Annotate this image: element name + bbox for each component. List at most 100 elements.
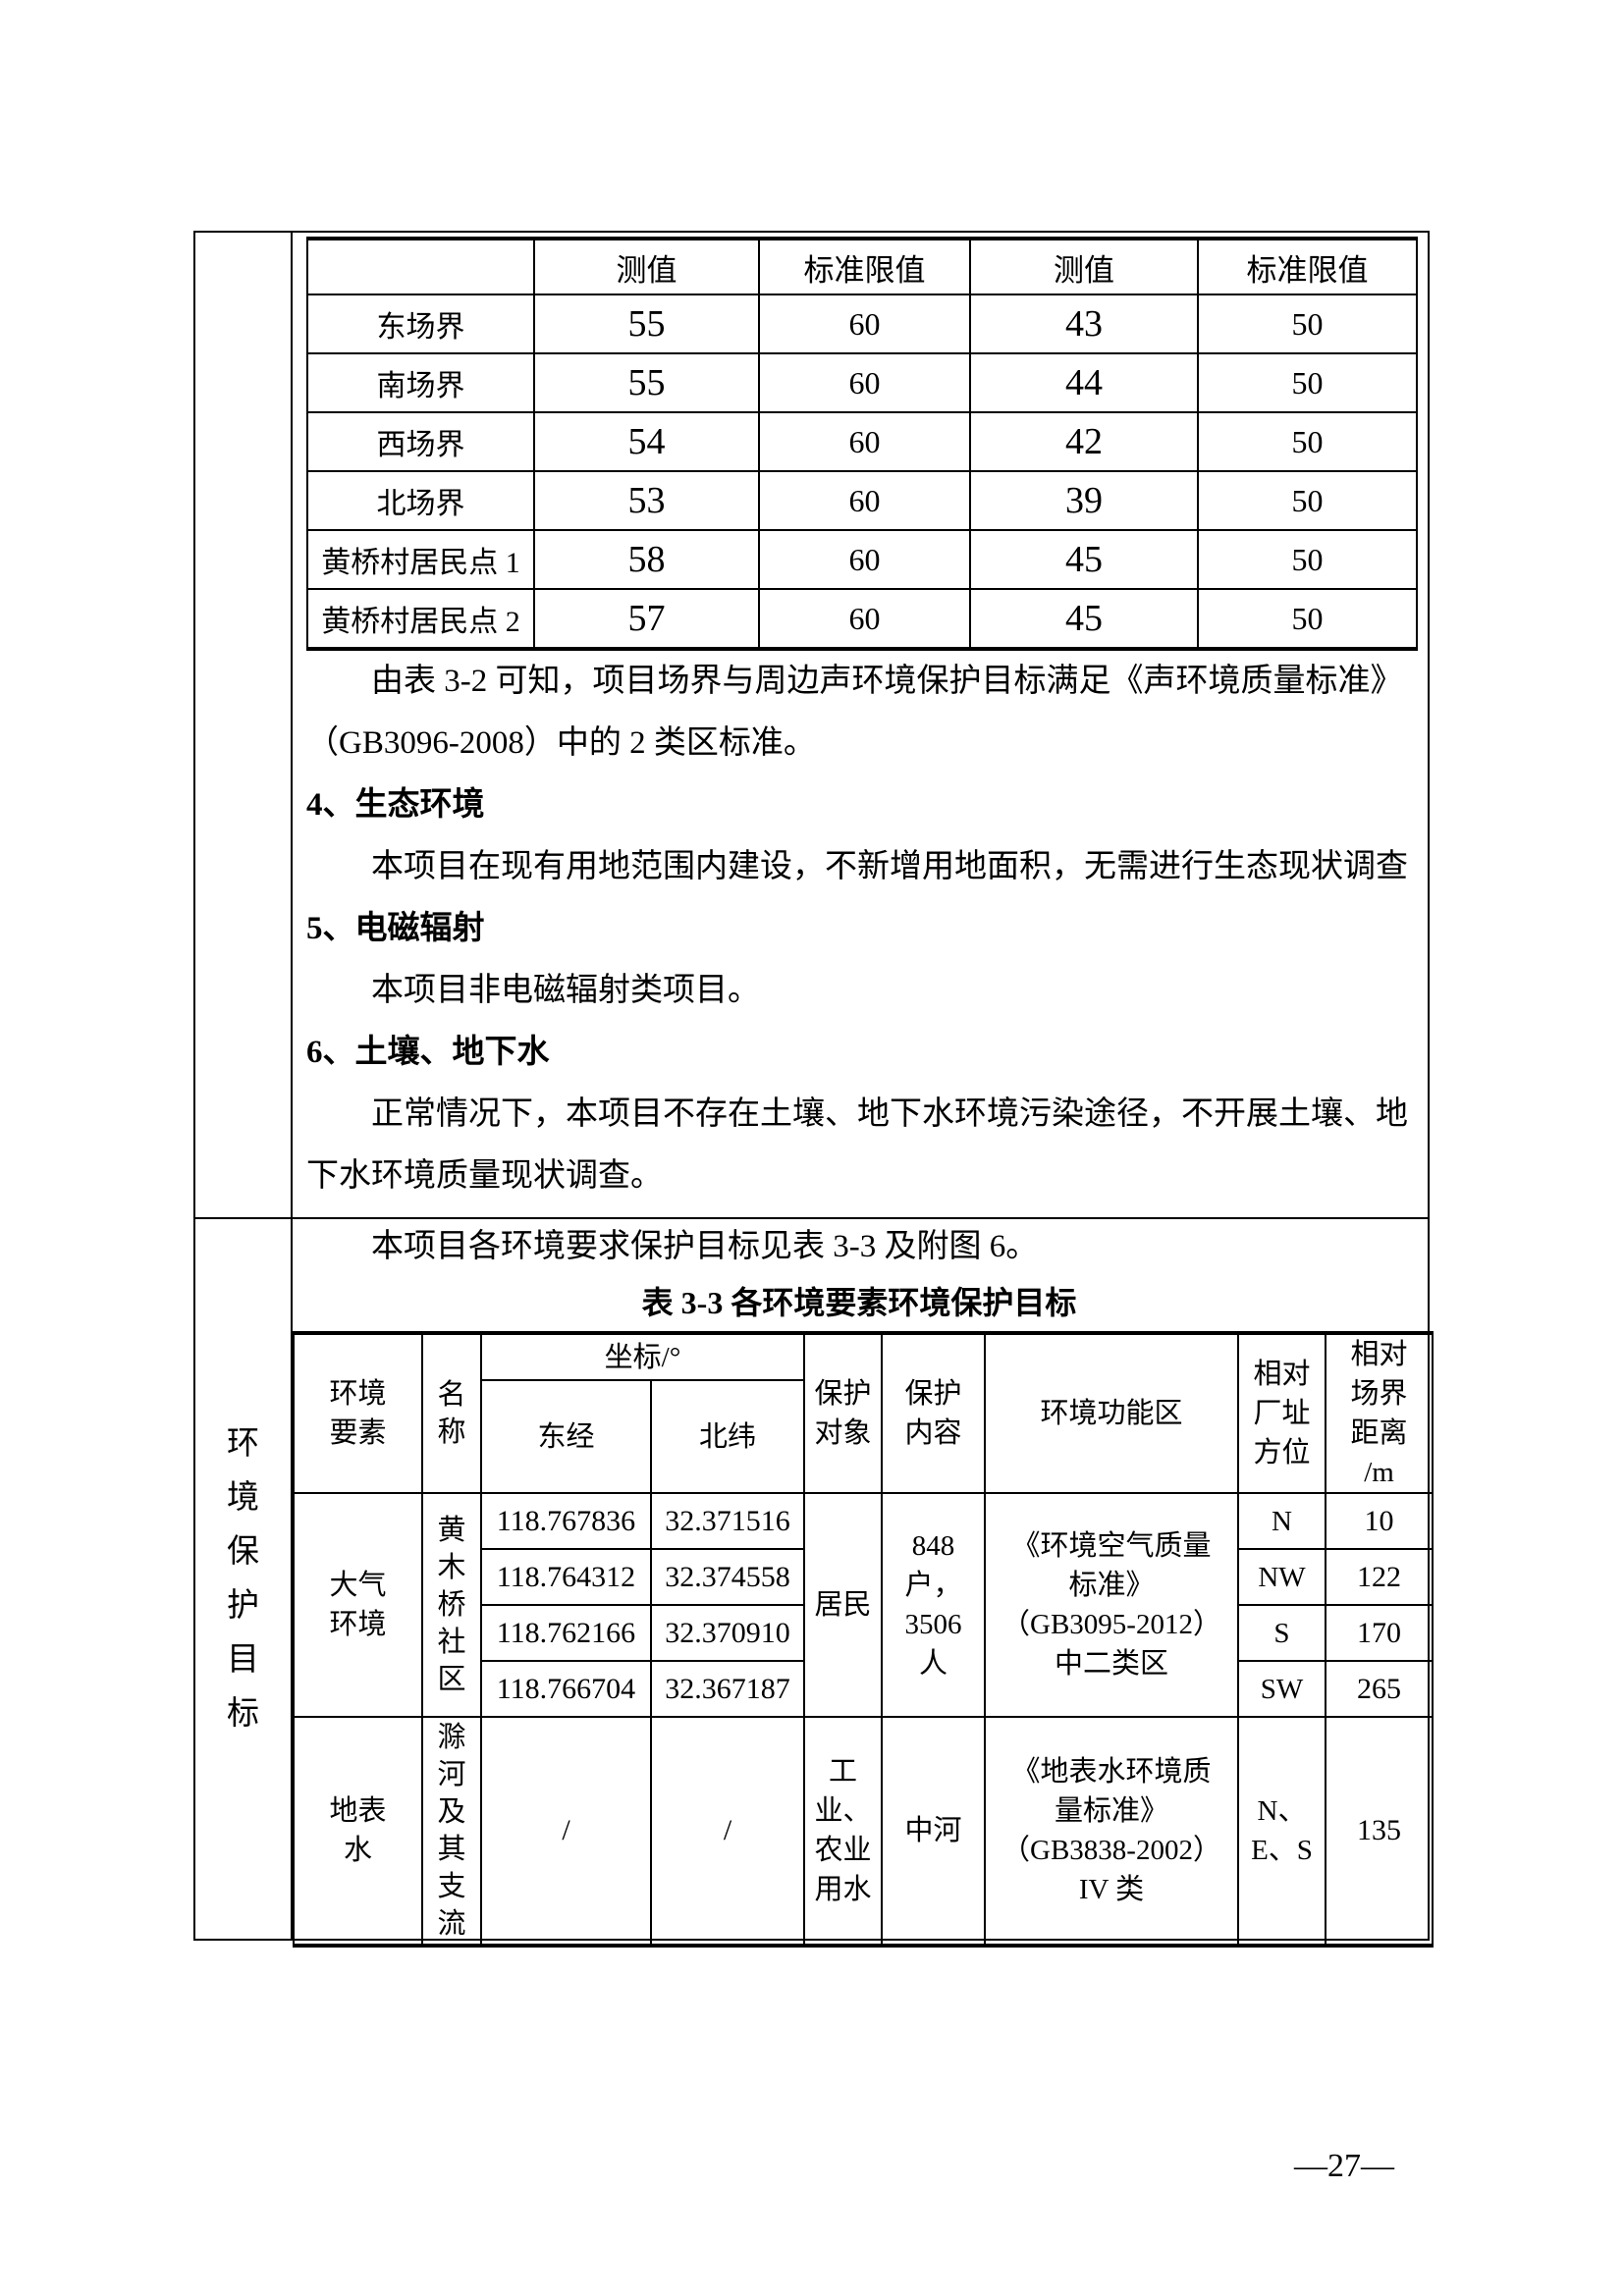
measured-value: 55 (533, 294, 760, 354)
measured-value: 55 (533, 352, 760, 413)
limit-value: 50 (1197, 470, 1418, 531)
noise-row-village2: 黄桥村居民点 2 57 60 45 50 (306, 588, 1418, 650)
measured-value: 39 (969, 470, 1199, 531)
measured-value: 42 (969, 411, 1199, 472)
longitude-value: 118.764312 (480, 1548, 652, 1606)
header-distance: 相对 场界 距离/m (1325, 1332, 1434, 1494)
measured-value: 54 (533, 411, 760, 472)
limit-value: 60 (758, 352, 971, 413)
header-protected-content: 保护 内容 (881, 1332, 986, 1494)
form-row-protection-targets: 环境保护目标 本项目各环境要求保护目标见表 3-3 及附图 6。 表 3-3 各… (195, 1217, 1434, 1948)
protected-object-residents: 居民 (803, 1492, 883, 1718)
site-label: 黄桥村居民点 1 (306, 529, 535, 590)
element-surface-water: 地表水 (293, 1716, 423, 1947)
form-row-status-quo: 测值 标准限值 测值 标准限值 东场界 55 60 43 50 (195, 233, 1428, 1217)
limit-value: 60 (758, 411, 971, 472)
sidebar-cell-protection-targets: 环境保护目标 (195, 1219, 293, 1939)
noise-row-east: 东场界 55 60 43 50 (306, 294, 1418, 354)
header-longitude: 东经 (480, 1379, 652, 1494)
limit-value: 50 (1197, 352, 1418, 413)
limit-value: 60 (758, 294, 971, 354)
noise-row-north: 北场界 53 60 39 50 (306, 470, 1418, 531)
conclusion-line2: （GB3096-2008）中的 2 类区标准。 (306, 725, 816, 761)
longitude-slash: / (480, 1716, 652, 1947)
para-emr: 本项目非电磁辐射类项目。 (371, 973, 760, 1008)
site-label: 东场界 (306, 294, 535, 354)
noise-header-limit-night: 标准限值 (1197, 238, 1418, 295)
limit-value: 50 (1197, 588, 1418, 650)
site-label: 黄桥村居民点 2 (306, 588, 535, 650)
direction-value: N (1237, 1492, 1326, 1550)
measured-value: 45 (969, 588, 1199, 650)
noise-header-limit-day: 标准限值 (758, 238, 971, 295)
conclusion-line1: 由表 3-2 可知，项目场界与周边声环境保护目标满足《声环境质量标准》 (371, 664, 1403, 699)
header-element: 环境 要素 (293, 1332, 423, 1494)
protected-content-river: 中河 (881, 1716, 986, 1947)
name-chu-river: 滁河及其支流 (421, 1716, 482, 1947)
distance-value: 10 (1325, 1492, 1434, 1550)
longitude-value: 118.762166 (480, 1604, 652, 1662)
page-number: —27— (1294, 2148, 1394, 2184)
header-direction: 相对 厂址 方位 (1237, 1332, 1326, 1494)
status-quo-text: 由表 3-2 可知，项目场界与周边声环境保护目标满足《声环境质量标准》 （GB3… (293, 651, 1428, 1207)
noise-monitoring-table: 测值 标准限值 测值 标准限值 东场界 55 60 43 50 (306, 237, 1418, 651)
distance-value: 170 (1325, 1604, 1434, 1662)
sidebar-vertical-label: 环境保护目标 (227, 1425, 259, 1732)
para-soil-line2: 下水环境质量现状调查。 (306, 1158, 663, 1194)
para-soil-line1: 正常情况下，本项目不存在土壤、地下水环境污染途径，不开展土壤、地 (371, 1096, 1408, 1132)
table33-title: 表 3-3 各环境要素环境保护目标 (641, 1285, 1077, 1320)
name-community: 黄木桥社区 (421, 1492, 482, 1718)
functional-zone-water: 《地表水环境质 量标准》 （GB3838-2002） IV 类 (984, 1716, 1239, 1947)
direction-value: NW (1237, 1548, 1326, 1606)
heading-ecology: 4、生态环境 (306, 787, 485, 823)
element-air: 大气 环境 (293, 1492, 423, 1718)
header-protected-object: 保护 对象 (803, 1332, 883, 1494)
site-label: 南场界 (306, 352, 535, 413)
direction-values: N、 E、S (1237, 1716, 1326, 1947)
noise-header-measured-night: 测值 (969, 238, 1199, 295)
latitude-slash: / (650, 1716, 805, 1947)
limit-value: 60 (758, 470, 971, 531)
noise-header-empty (306, 238, 535, 295)
protection-targets-content: 本项目各环境要求保护目标见表 3-3 及附图 6。 表 3-3 各环境要素环境保… (293, 1219, 1434, 1948)
measured-value: 58 (533, 529, 760, 590)
header-functional-zone: 环境功能区 (984, 1332, 1239, 1494)
measured-value: 43 (969, 294, 1199, 354)
site-label: 西场界 (306, 411, 535, 472)
latitude-value: 32.367187 (650, 1660, 805, 1718)
protected-object-water-use: 工业、 农业 用水 (803, 1716, 883, 1947)
noise-row-village1: 黄桥村居民点 1 58 60 45 50 (306, 529, 1418, 590)
limit-value: 60 (758, 588, 971, 650)
limit-value: 50 (1197, 529, 1418, 590)
heading-emr: 5、电磁辐射 (306, 911, 485, 946)
protection-intro: 本项目各环境要求保护目标见表 3-3 及附图 6。 (371, 1229, 1039, 1264)
site-label: 北场界 (306, 470, 535, 531)
header-name: 名称 (421, 1332, 482, 1494)
longitude-value: 118.767836 (480, 1492, 652, 1550)
noise-header-measured-day: 测值 (533, 238, 760, 295)
functional-zone-air: 《环境空气质量 标准》 （GB3095-2012） 中二类区 (984, 1492, 1239, 1718)
distance-value: 122 (1325, 1548, 1434, 1606)
surface-water-row: 地表水 滁河及其支流 / / 工业、 农业 用水 中河 《地表水环境质 量标准》 （GB… (293, 1716, 1434, 1947)
latitude-value: 32.370910 (650, 1604, 805, 1662)
air-row-2: 118.764312 32.374558 NW 122 (294, 1548, 1434, 1606)
air-row-1: 大气 环境 黄木桥社区 118.767836 32.371516 居民 848 户，… (293, 1492, 1434, 1718)
header-coordinates: 坐标/° (480, 1331, 805, 1382)
protection-targets-table: 环境 要素 名称 坐标/° 保护 对象 保护 内容 环境功能区 相对 厂址 方位 相对 场界… (293, 1331, 1434, 1948)
measured-value: 57 (533, 588, 760, 650)
distance-value: 265 (1325, 1660, 1434, 1718)
sidebar-cell-empty (195, 233, 293, 1217)
distance-value: 135 (1325, 1716, 1434, 1947)
para-ecology: 本项目在现有用地范围内建设，不新增用地面积，无需进行生态现状调查 (371, 849, 1408, 884)
latitude-value: 32.374558 (650, 1548, 805, 1606)
noise-row-south: 南场界 55 60 44 50 (306, 352, 1418, 413)
table33-header-row1: 环境 要素 名称 坐标/° 保护 对象 保护 内容 环境功能区 相对 厂址 方位 相对 场界… (293, 1331, 1434, 1494)
limit-value: 50 (1197, 294, 1418, 354)
status-quo-content: 测值 标准限值 测值 标准限值 东场界 55 60 43 50 (293, 233, 1428, 1217)
protection-intro-block: 本项目各环境要求保护目标见表 3-3 及附图 6。 (293, 1219, 1426, 1275)
air-row-4: 118.766704 32.367187 SW 265 (294, 1660, 1434, 1718)
heading-soil-groundwater: 6、土壤、地下水 (306, 1035, 550, 1070)
direction-value: SW (1237, 1660, 1326, 1718)
air-row-3: 118.762166 32.370910 S 170 (294, 1604, 1434, 1662)
